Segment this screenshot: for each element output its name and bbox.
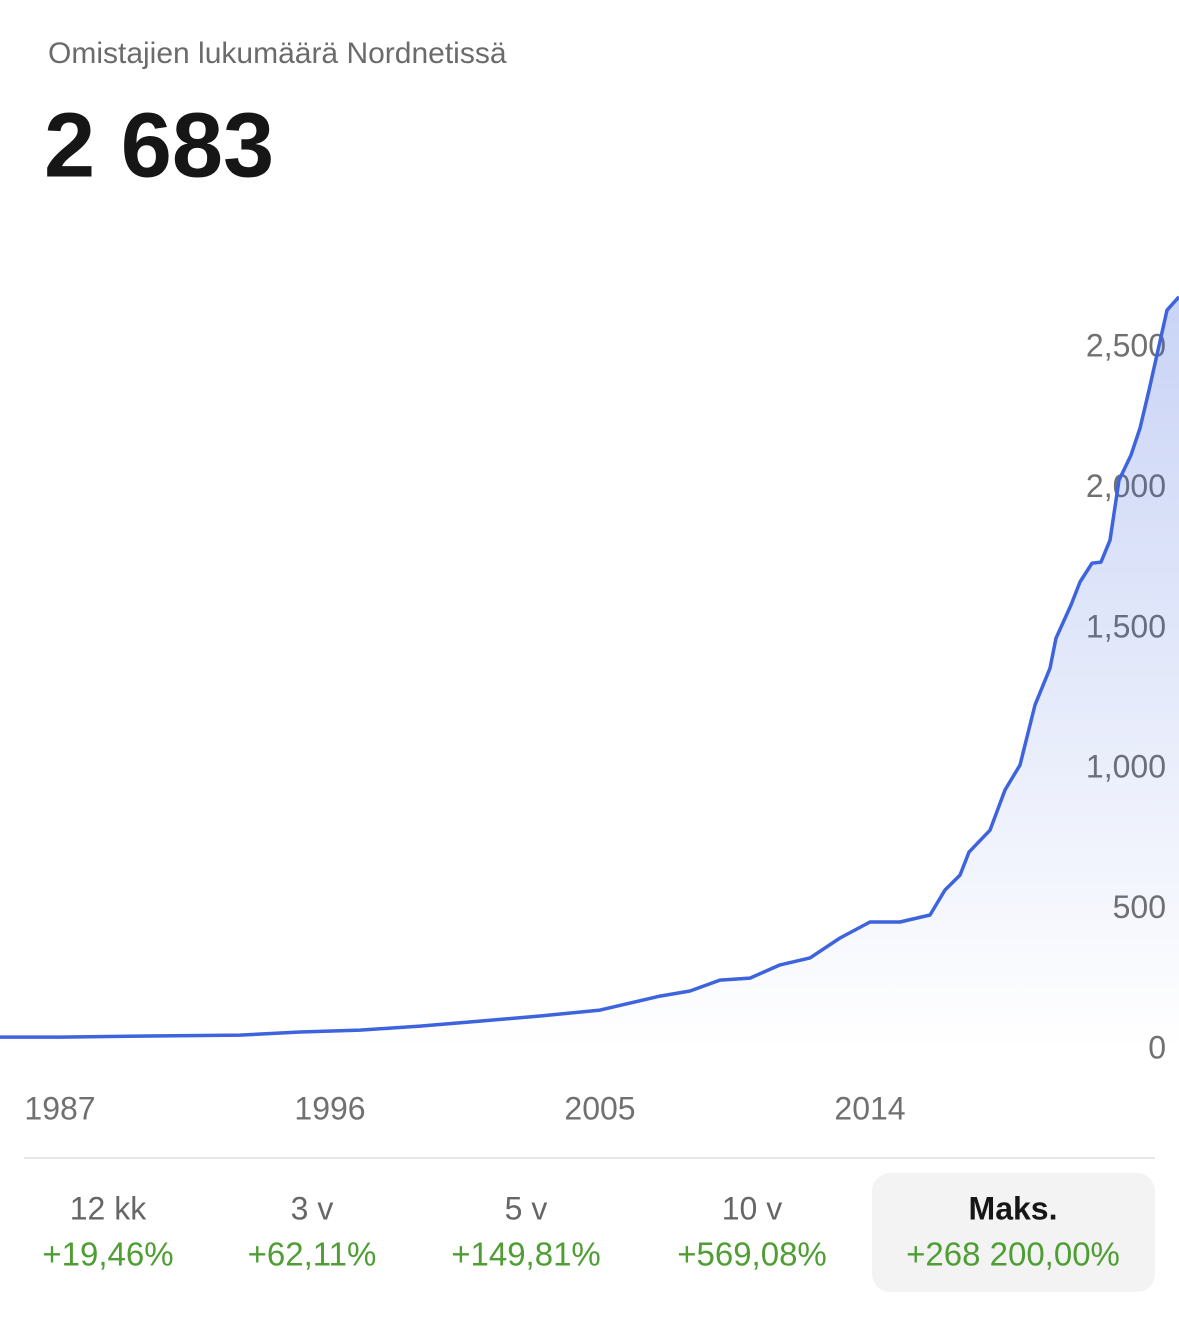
x-tick-label: 2014: [834, 1090, 905, 1126]
area-fill: [0, 296, 1179, 1050]
x-tick-label: 2005: [564, 1090, 635, 1126]
period-label: Maks.: [969, 1190, 1058, 1226]
period-button[interactable]: Maks. +268 200,00%: [872, 1173, 1155, 1292]
title: Omistajien lukumäärä Nordnetissä: [48, 37, 507, 70]
period-change: +62,11%: [248, 1236, 377, 1273]
period-button[interactable]: 10 v +569,08%: [677, 1190, 827, 1272]
period-change: +149,81%: [451, 1236, 601, 1273]
period-button[interactable]: 3 v +62,11%: [248, 1190, 377, 1272]
line: [0, 295, 1179, 1039]
period-change: +569,08%: [677, 1236, 827, 1273]
period-button[interactable]: 12 kk +19,46%: [42, 1190, 173, 1272]
x-tick-label: 1987: [24, 1090, 95, 1126]
current-value: 2 683: [44, 94, 274, 196]
period-label: 3 v: [291, 1190, 334, 1226]
period-change: +19,46%: [42, 1236, 173, 1273]
period-label: 12 kk: [70, 1190, 147, 1226]
period-label: 5 v: [505, 1190, 548, 1226]
y-tick-label: 2,500: [1086, 328, 1166, 364]
period-change: +268 200,00%: [906, 1236, 1120, 1273]
period-label: 10 v: [722, 1190, 782, 1226]
period-selector: 12 kk +19,46% 3 v +62,11% 5 v +149,81% 10 v +56…: [42, 1173, 1155, 1292]
active-background: [872, 1173, 1155, 1292]
x-tick-label: 1996: [294, 1090, 365, 1126]
period-button[interactable]: 5 v +149,81%: [451, 1190, 601, 1272]
